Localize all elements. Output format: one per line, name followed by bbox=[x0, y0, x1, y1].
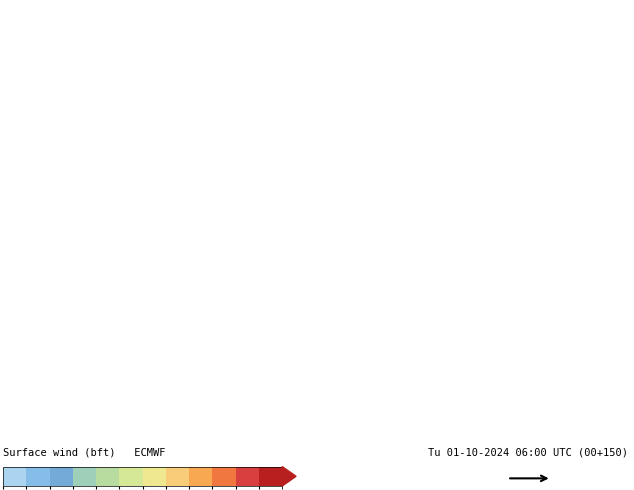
Text: Tu 01-10-2024 06:00 UTC (00+150): Tu 01-10-2024 06:00 UTC (00+150) bbox=[428, 447, 628, 457]
Text: Surface wind (bft)   ECMWF: Surface wind (bft) ECMWF bbox=[3, 447, 165, 457]
